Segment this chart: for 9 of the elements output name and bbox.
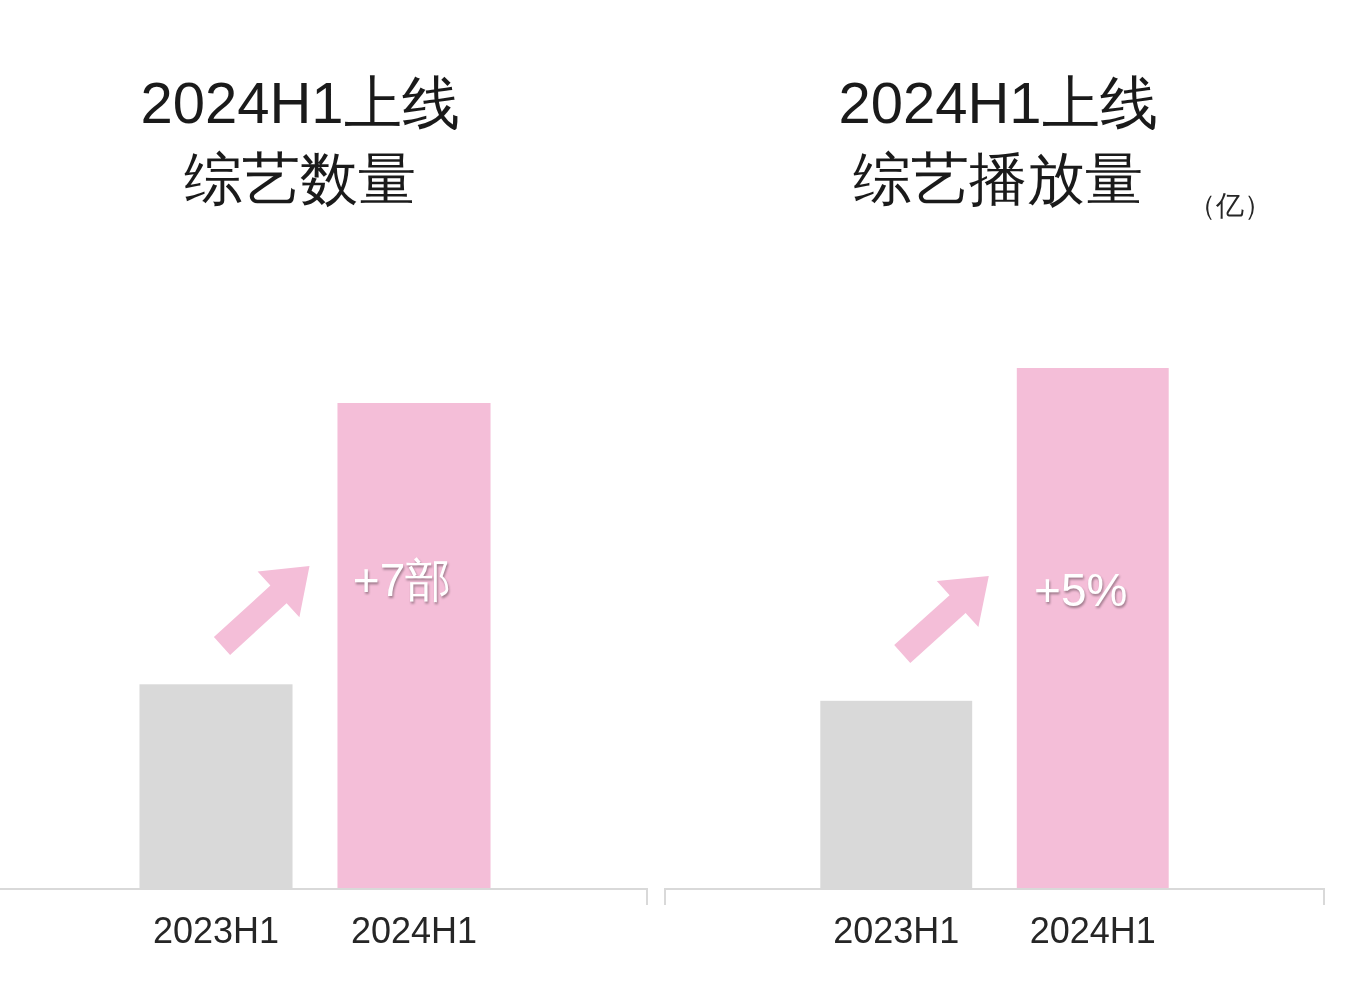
x-tick-label: 2024H1 (1029, 909, 1156, 951)
x-tick-label: 2023H1 (152, 909, 280, 951)
annotation: +7部 (352, 554, 452, 606)
annotation: +5% (1034, 564, 1128, 616)
y-axis-title: （亿） (1188, 189, 1272, 221)
x-tick-label: 2023H1 (833, 909, 960, 951)
chart-title: 2024H1上线综艺数量 (139, 69, 461, 213)
chart-title: 2024H1上线综艺播放量 (837, 69, 1159, 213)
x-tick-label: 2024H1 (350, 909, 478, 951)
